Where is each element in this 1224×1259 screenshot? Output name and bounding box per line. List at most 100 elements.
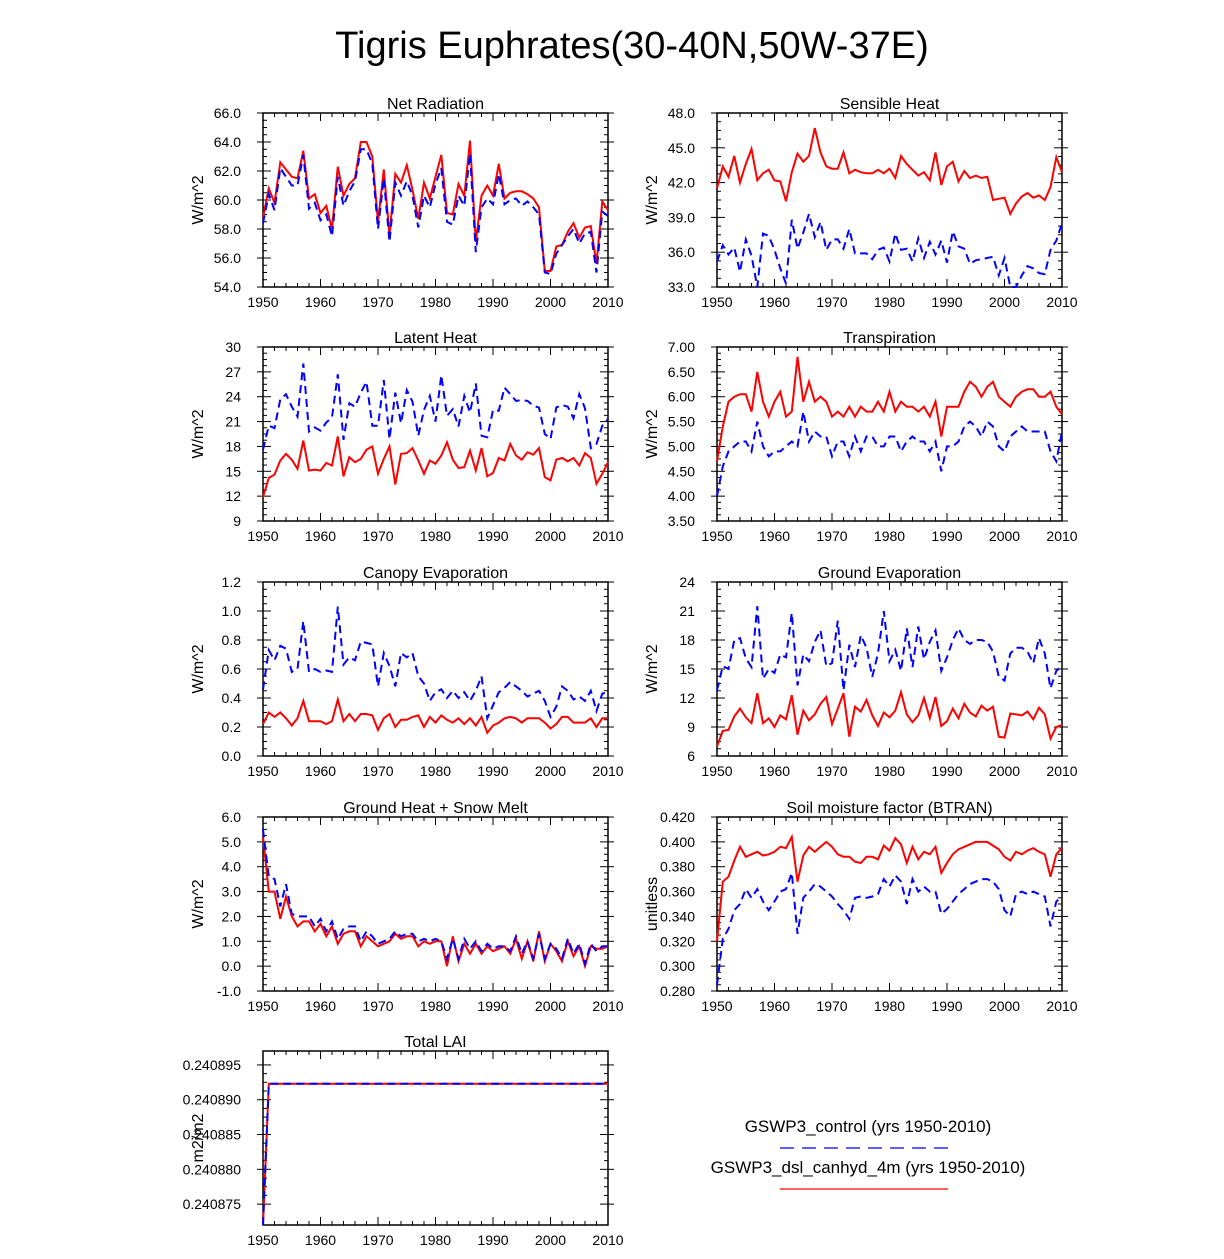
series-experiment: [716, 356, 1063, 462]
x-tick-label: 1960: [759, 528, 790, 544]
y-tick-label: 0.340: [660, 908, 695, 924]
y-tick-label: 21: [225, 414, 241, 430]
x-tick-label: 1990: [477, 998, 508, 1014]
x-tick-label: 1990: [931, 528, 962, 544]
y-tick-label: 0.400: [660, 834, 695, 850]
legend-label-control: GSWP3_control (yrs 1950-2010): [745, 1117, 992, 1136]
series-control: [716, 606, 1063, 691]
y-tick-label: 0.240895: [183, 1057, 242, 1073]
series-experiment: [716, 688, 1063, 747]
x-tick-label: 1960: [759, 294, 790, 310]
panel-title: Total LAI: [404, 1034, 466, 1051]
x-tick-label: 2010: [592, 528, 623, 544]
x-tick-label: 1970: [362, 528, 393, 544]
panel-title: Ground Evaporation: [818, 565, 961, 582]
y-axis-label: W/m^2: [190, 409, 207, 458]
x-tick-label: 1960: [305, 998, 336, 1014]
x-tick-label: 1980: [420, 294, 451, 310]
x-tick-label: 1950: [247, 294, 278, 310]
x-tick-label: 1960: [305, 763, 336, 779]
y-tick-label: 0.240885: [183, 1127, 242, 1143]
y-tick-label: 45.0: [668, 140, 695, 156]
y-axis-label: W/m^2: [190, 175, 207, 224]
panel-title: Net Radiation: [387, 96, 484, 113]
x-tick-label: 2010: [592, 998, 623, 1014]
x-tick-label: 1980: [420, 763, 451, 779]
y-tick-label: 58.0: [214, 221, 241, 237]
y-tick-label: 6.50: [668, 364, 695, 380]
x-tick-label: 1960: [759, 763, 790, 779]
x-tick-label: 2000: [989, 763, 1020, 779]
series-control: [716, 411, 1063, 497]
y-tick-label: 12: [679, 690, 695, 706]
y-tick-label: 5.00: [668, 438, 695, 454]
series-control: [716, 210, 1063, 288]
x-tick-label: 1970: [816, 998, 847, 1014]
y-tick-label: 0.420: [660, 809, 695, 825]
y-tick-label: 4.50: [668, 463, 695, 479]
y-tick-label: 12: [225, 488, 241, 504]
y-tick-label: 39.0: [668, 209, 695, 225]
y-tick-label: 3.0: [222, 884, 242, 900]
x-tick-label: 2000: [535, 1232, 566, 1248]
y-axis-label: W/m^2: [644, 644, 661, 693]
x-tick-label: 1980: [874, 528, 905, 544]
legend: GSWP3_control (yrs 1950-2010) GSWP3_dsl_…: [711, 1117, 1025, 1190]
y-tick-label: 27: [225, 364, 241, 380]
x-tick-label: 1950: [247, 1232, 278, 1248]
panel-9: Total LAI m2/m2 1950 1960 1970 1980 1990 2000 20…: [183, 1034, 624, 1248]
series-experiment: [262, 140, 609, 272]
y-tick-label: 1.0: [222, 933, 242, 949]
y-axis-label: W/m^2: [190, 644, 207, 693]
y-tick-label: 2.0: [222, 908, 242, 924]
series-control: [262, 363, 609, 450]
y-tick-label: 4.00: [668, 488, 695, 504]
x-tick-label: 1980: [420, 998, 451, 1014]
y-tick-label: 0.2: [222, 719, 242, 735]
y-axis-label: W/m^2: [190, 879, 207, 928]
y-tick-label: 66.0: [214, 105, 241, 121]
panel-title: Sensible Heat: [840, 96, 940, 113]
x-tick-label: 1990: [931, 998, 962, 1014]
y-tick-label: 48.0: [668, 105, 695, 121]
y-tick-label: 24: [679, 574, 695, 590]
y-tick-label: 36.0: [668, 244, 695, 260]
x-tick-label: 1990: [477, 528, 508, 544]
series-experiment: [262, 836, 609, 970]
plot-frame: [716, 816, 1063, 992]
x-tick-label: 1970: [816, 528, 847, 544]
panel-7: Ground Heat + Snow Melt W/m^2 1950 1960 1970…: [190, 800, 624, 1014]
panel-title: Ground Heat + Snow Melt: [343, 800, 528, 817]
x-tick-label: 1950: [701, 998, 732, 1014]
y-tick-label: 18: [679, 632, 695, 648]
plot-frame: [262, 112, 609, 288]
x-tick-label: 1950: [247, 763, 278, 779]
x-tick-label: 2010: [1046, 294, 1077, 310]
y-axis-label: W/m^2: [644, 175, 661, 224]
y-tick-label: 9: [233, 513, 241, 529]
y-tick-label: 1.2: [222, 574, 242, 590]
y-tick-label: 21: [679, 603, 695, 619]
series-control: [262, 148, 609, 276]
x-tick-label: 1970: [816, 763, 847, 779]
x-tick-label: 1990: [477, 1232, 508, 1248]
panel-4: Transpiration W/m^2 1950 1960 1970 1980 1990 20…: [644, 330, 1078, 544]
series-experiment: [716, 833, 1063, 942]
x-tick-label: 2000: [989, 998, 1020, 1014]
panel-title: Latent Heat: [394, 330, 477, 347]
y-tick-label: 0.360: [660, 884, 695, 900]
x-tick-label: 1980: [874, 998, 905, 1014]
x-tick-label: 1950: [247, 528, 278, 544]
y-tick-label: 30: [225, 339, 241, 355]
y-tick-label: 6.00: [668, 389, 695, 405]
x-tick-label: 1970: [362, 763, 393, 779]
x-tick-label: 1970: [362, 998, 393, 1014]
y-tick-label: 56.0: [214, 250, 241, 266]
panel-6: Ground Evaporation W/m^2 1950 1960 1970 1980 1…: [644, 565, 1078, 779]
y-tick-label: 5.50: [668, 414, 695, 430]
plot-frame: [716, 346, 1063, 522]
y-tick-label: -1.0: [217, 983, 241, 999]
x-tick-label: 1990: [477, 763, 508, 779]
x-tick-label: 1950: [701, 294, 732, 310]
x-tick-label: 1980: [874, 294, 905, 310]
